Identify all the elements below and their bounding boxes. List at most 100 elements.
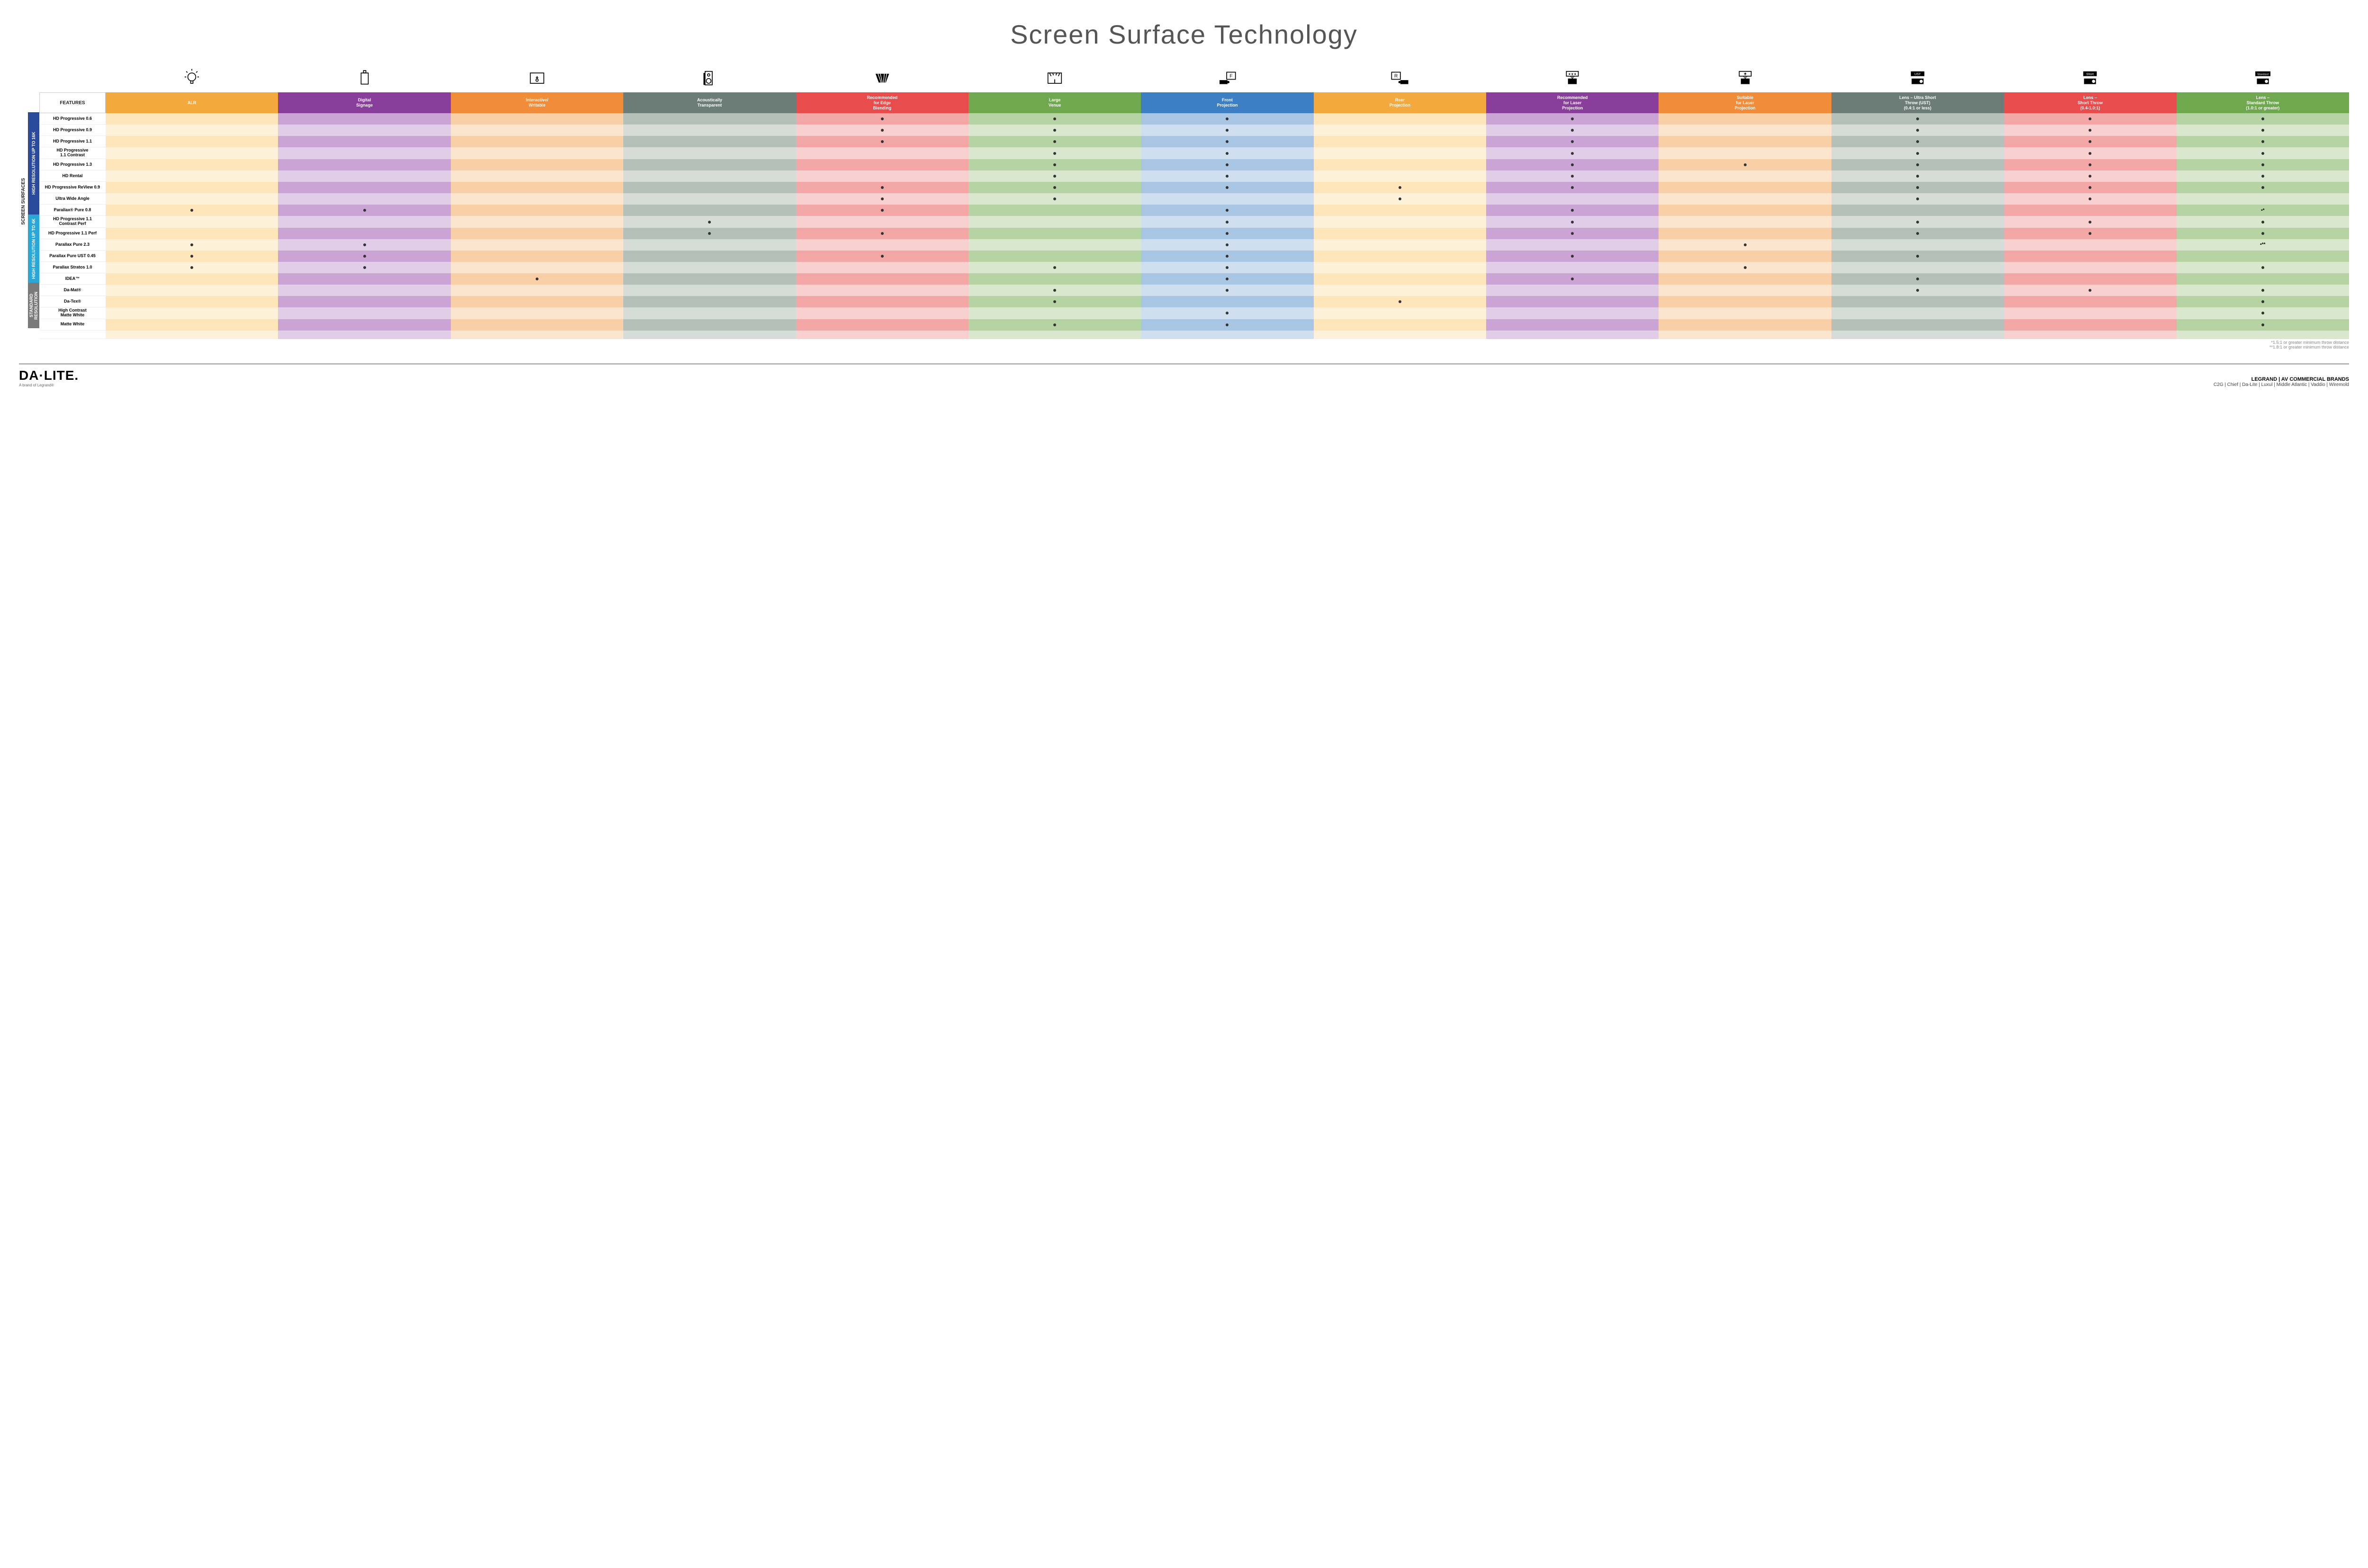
- feature-cell: [969, 170, 1141, 182]
- column-header: Recommendedfor EdgeBlending: [796, 92, 969, 113]
- page-title: Screen Surface Technology: [19, 19, 2349, 50]
- feature-cell: [623, 182, 796, 193]
- touch-icon: [451, 64, 623, 92]
- feature-cell: [278, 251, 450, 262]
- feature-cell: [969, 205, 1141, 216]
- feature-cell: [1659, 125, 1831, 136]
- feature-cell: [106, 113, 278, 125]
- feature-cell: [278, 285, 450, 296]
- row-label: HD Progressive1.1 Contrast: [39, 147, 106, 159]
- feature-cell: [623, 159, 796, 170]
- feature-cell: [106, 228, 278, 239]
- feature-cell: [2004, 273, 2176, 285]
- column-header: RearProjection: [1314, 92, 1486, 113]
- feature-cell: [796, 285, 969, 296]
- feature-cell: [106, 319, 278, 331]
- feature-cell: [1831, 125, 2004, 136]
- feature-cell: [1659, 113, 1831, 125]
- feature-cell: [623, 147, 796, 159]
- feature-cell: [796, 205, 969, 216]
- comparison-chart: SCREEN SURFACES HIGH RESOLUTION UP TO 16…: [19, 64, 2349, 339]
- feature-cell: [1314, 147, 1486, 159]
- feature-cell: [1486, 262, 1659, 273]
- feature-cell: [106, 136, 278, 147]
- column-header: Lens –Short Throw(0.4-1.0:1): [2004, 92, 2176, 113]
- feature-cell: [1831, 228, 2004, 239]
- feature-cell: [2004, 251, 2176, 262]
- row-label: Parallax Stratos 1.0: [39, 262, 106, 273]
- column-header: ALR: [106, 92, 278, 113]
- feature-cell: [796, 307, 969, 319]
- rear-icon: R: [1314, 64, 1486, 92]
- ust-icon: UST: [1831, 64, 2004, 92]
- feature-cell: [623, 170, 796, 182]
- feature-cell: [1314, 216, 1486, 228]
- feature-cell: [623, 193, 796, 205]
- feature-cell: [1486, 216, 1659, 228]
- feature-cell: [969, 193, 1141, 205]
- feature-cell: [1831, 216, 2004, 228]
- column-header: LargeVenue: [969, 92, 1141, 113]
- brands-list: C2G | Chief | Da-Lite | Luxul | Middle A…: [2214, 382, 2349, 387]
- feature-cell: [2004, 307, 2176, 319]
- feature-cell: [2177, 285, 2349, 296]
- feature-cell: [969, 273, 1141, 285]
- feature-cell: [969, 113, 1141, 125]
- feature-cell: [451, 262, 623, 273]
- feature-cell: [451, 251, 623, 262]
- feature-cell: [1314, 251, 1486, 262]
- feature-cell: [2004, 193, 2176, 205]
- feature-cell: [2004, 216, 2176, 228]
- row-label: HD Progressive 0.6: [39, 113, 106, 125]
- feature-cell: [1831, 193, 2004, 205]
- feature-cell: [796, 239, 969, 251]
- short-icon: Short: [2004, 64, 2176, 92]
- feature-cell: [106, 273, 278, 285]
- svg-text:UST: UST: [1914, 72, 1920, 76]
- column-header: DigitalSignage: [278, 92, 450, 113]
- feature-cell: [278, 273, 450, 285]
- group-label: HIGH RESOLUTION UP TO 4K: [28, 215, 39, 283]
- feature-cell: [278, 239, 450, 251]
- feature-cell: [969, 125, 1141, 136]
- row-label: Parallax Pure UST 0.45: [39, 251, 106, 262]
- feature-cell: [623, 216, 796, 228]
- row-label: Da-Tex®: [39, 296, 106, 307]
- feature-cell: [2004, 170, 2176, 182]
- feature-cell: [1831, 159, 2004, 170]
- feature-cell: [1486, 251, 1659, 262]
- feature-cell: [623, 296, 796, 307]
- feature-cell: [2004, 296, 2176, 307]
- feature-cell: [796, 113, 969, 125]
- feature-cell: [451, 319, 623, 331]
- feature-cell: [796, 136, 969, 147]
- side-label: SCREEN SURFACES: [19, 64, 28, 339]
- feature-cell: [1486, 273, 1659, 285]
- row-label: HD Rental: [39, 170, 106, 182]
- feature-cell: [623, 285, 796, 296]
- feature-cell: [1831, 296, 2004, 307]
- footer: DA·LITE. A brand of Legrand® LEGRAND | A…: [19, 364, 2349, 387]
- feature-cell: [451, 216, 623, 228]
- feature-cell: [1659, 251, 1831, 262]
- feature-cell: [1141, 273, 1313, 285]
- feature-cell: [1141, 136, 1313, 147]
- feature-cell: [1141, 193, 1313, 205]
- feature-cell: [623, 228, 796, 239]
- feature-cell: [2177, 273, 2349, 285]
- feature-cell: [278, 296, 450, 307]
- feature-cell: [1486, 307, 1659, 319]
- venue-icon: [796, 64, 969, 92]
- feature-cell: [1659, 285, 1831, 296]
- feature-cell: [1314, 307, 1486, 319]
- speaker-icon: [623, 64, 796, 92]
- feature-cell: [2004, 136, 2176, 147]
- feature-cell: [1314, 262, 1486, 273]
- feature-cell: [1659, 182, 1831, 193]
- feature-cell: [969, 136, 1141, 147]
- feature-cell: [278, 307, 450, 319]
- feature-cell: [2177, 262, 2349, 273]
- feature-cell: [1831, 262, 2004, 273]
- feature-cell: [2004, 262, 2176, 273]
- row-label: IDEA™: [39, 273, 106, 285]
